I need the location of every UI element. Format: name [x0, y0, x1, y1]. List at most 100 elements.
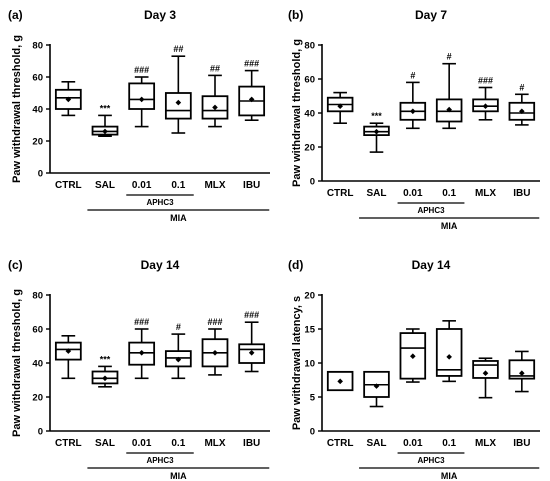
mean-marker: [373, 383, 380, 389]
category-label: CTRL: [55, 438, 82, 449]
mean-marker: [65, 348, 72, 354]
box-iqr: [508, 359, 536, 380]
box-SAL: ***: [363, 111, 390, 153]
significance-label: #: [519, 82, 524, 92]
box-MLX: ###: [472, 76, 499, 121]
y-tick-label: 20: [32, 393, 43, 404]
box-iqr: [164, 92, 192, 120]
subgroup-label: APHC3: [417, 456, 445, 465]
y-tick-label: 20: [32, 137, 43, 148]
mean-marker: [65, 96, 72, 103]
y-tick-label: 80: [32, 291, 43, 302]
y-tick-label: 0: [38, 169, 43, 180]
y-axis-label: Paw withdrawal latency, s: [291, 296, 303, 430]
group-label: MIA: [441, 221, 458, 231]
box-0.01: #: [399, 70, 427, 130]
category-label: MLX: [204, 438, 225, 449]
y-tick-label: 80: [32, 41, 43, 52]
category-label: SAL: [367, 188, 387, 199]
significance-label: ##: [210, 63, 220, 73]
group-label: MIA: [170, 471, 187, 481]
significance-label: #: [447, 52, 452, 62]
box-0.01: ###: [128, 65, 156, 128]
category-label: IBU: [513, 438, 530, 449]
panel-title: Day 7: [415, 8, 447, 22]
y-tick-label: 10: [304, 359, 315, 370]
y-tick-label: 20: [304, 291, 315, 302]
mean-marker: [138, 96, 145, 103]
mean-marker: [482, 103, 489, 109]
mean-marker: [446, 106, 452, 113]
box-SAL: [363, 370, 390, 408]
category-label: CTRL: [55, 180, 82, 191]
significance-label: ##: [173, 44, 183, 54]
box-CTRL: [54, 81, 82, 117]
significance-label: ###: [134, 65, 149, 75]
box-SAL: ***: [91, 103, 119, 137]
subgroup-label: APHC3: [417, 206, 445, 215]
category-label: MLX: [475, 438, 496, 449]
significance-label: ###: [134, 317, 149, 327]
mean-marker: [410, 108, 416, 115]
category-label: IBU: [513, 188, 530, 199]
mean-marker: [337, 378, 343, 385]
mean-marker: [175, 356, 182, 363]
mean-marker: [519, 108, 525, 115]
subgroup-label: APHC3: [146, 456, 174, 465]
y-tick-label: 40: [32, 359, 43, 370]
category-label: SAL: [95, 180, 115, 191]
significance-label: #: [410, 70, 415, 80]
mean-marker: [519, 370, 525, 376]
mean-marker: [410, 353, 416, 359]
category-label: SAL: [95, 438, 115, 449]
box-IBU: ###: [238, 310, 266, 373]
box-IBU: #: [508, 82, 536, 126]
significance-label: ###: [207, 317, 222, 327]
y-tick-label: 60: [32, 325, 43, 336]
panel-label: (b): [288, 8, 303, 22]
category-label: CTRL: [327, 438, 354, 449]
panel-title: Day 14: [412, 258, 451, 272]
y-tick-label: 5: [310, 393, 316, 404]
box-CTRL: [326, 91, 354, 124]
y-tick-label: 40: [32, 105, 43, 116]
box-MLX: [472, 357, 499, 399]
category-label: SAL: [367, 438, 387, 449]
y-tick-label: 80: [304, 41, 315, 52]
subgroup-label: APHC3: [146, 198, 174, 207]
chart-panel-1: (a) Day 3 0 20 40 60 80 Paw withdrawal threshol…: [8, 8, 270, 223]
mean-marker: [175, 99, 182, 106]
mean-marker: [212, 350, 218, 356]
y-tick-label: 60: [32, 73, 43, 84]
category-label: 0.01: [403, 438, 423, 449]
y-axis-label: Paw withdrawal threshold, g: [11, 289, 23, 437]
mean-marker: [248, 96, 255, 103]
mean-marker: [212, 104, 218, 111]
box-0.1: #: [435, 52, 463, 130]
mean-marker: [102, 375, 108, 382]
box-0.01: ###: [128, 317, 156, 380]
y-tick-label: 0: [310, 177, 315, 188]
box-MLX: ###: [201, 317, 229, 376]
box-IBU: [508, 350, 536, 393]
box-iqr: [435, 328, 463, 377]
box-0.01: [399, 328, 427, 383]
y-tick-label: 0: [310, 427, 315, 438]
box-IBU: ###: [238, 59, 266, 121]
y-tick-label: 20: [304, 143, 315, 154]
chart-panel-3: (c) Day 14 0 20 40 60 80 Paw withdrawal thresho…: [8, 258, 270, 481]
panel-label: (c): [8, 258, 23, 272]
box-SAL: ***: [91, 354, 119, 388]
y-tick-label: 60: [304, 75, 315, 86]
mean-marker: [337, 103, 343, 109]
mean-marker: [373, 128, 380, 135]
mean-marker: [446, 354, 452, 360]
box-MLX: ##: [201, 63, 229, 128]
box-0.1: #: [164, 322, 192, 380]
category-label: 0.1: [171, 438, 185, 449]
significance-label: ***: [371, 111, 382, 121]
box-0.1: [435, 320, 463, 383]
box-iqr: [128, 82, 156, 110]
